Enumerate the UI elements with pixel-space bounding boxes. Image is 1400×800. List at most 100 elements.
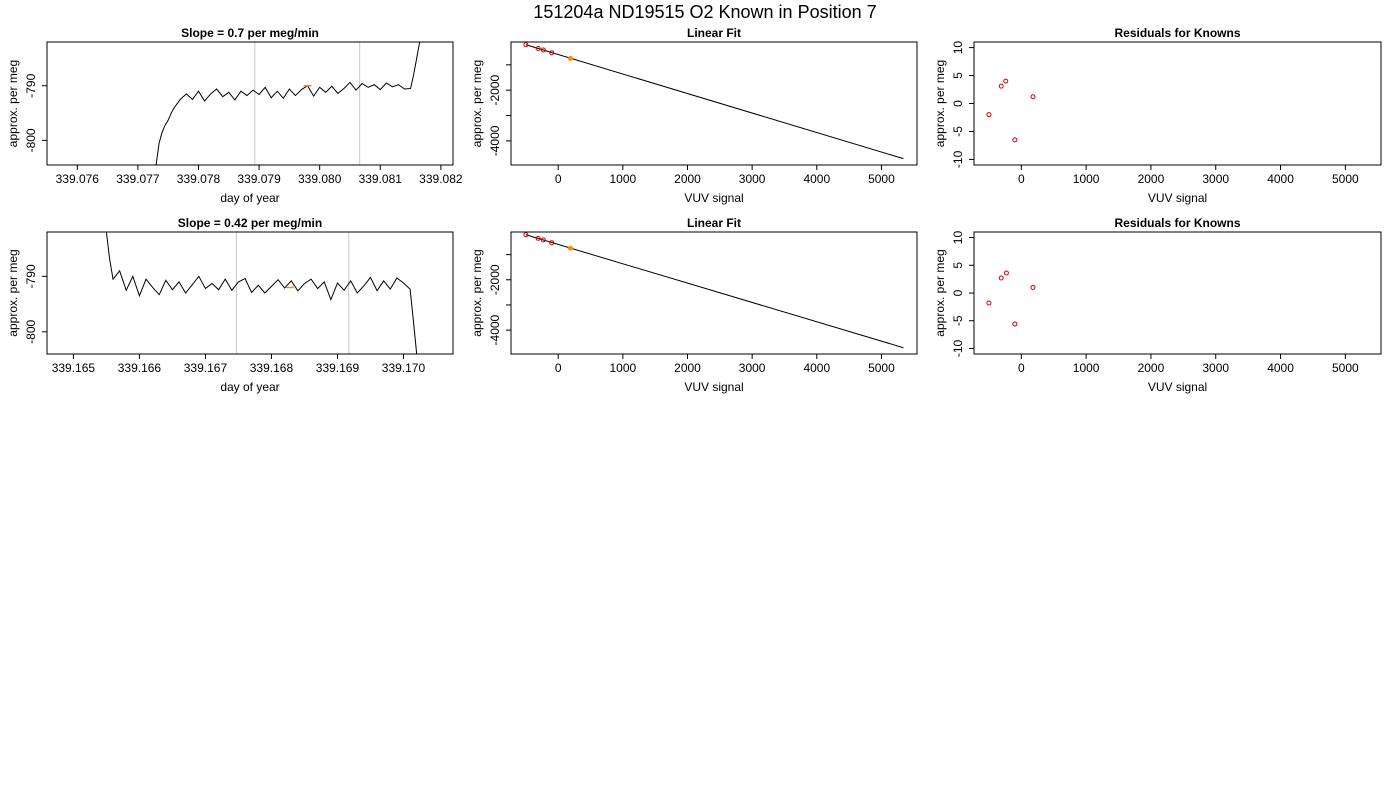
chart-3-title: Residuals for Knowns — [1114, 26, 1240, 40]
chart-4-xtick-label: 339.166 — [118, 361, 162, 375]
chart-6-point — [1003, 270, 1009, 276]
chart-4-plot-area — [105, 232, 418, 354]
chart-2-sample-point — [567, 55, 573, 61]
chart-3-ytick-label: -10 — [951, 150, 965, 168]
chart-5-plot-area — [523, 232, 904, 349]
chart-3-xtick-label: 2000 — [1138, 172, 1165, 186]
chart-1: Slope = 0.7 per meg/min 339.076 339.077 339… — [6, 26, 463, 205]
chart-4-xlabel: day of year — [220, 380, 279, 394]
chart-2-point — [549, 50, 555, 56]
chart-5-point — [549, 240, 555, 246]
chart-6-xtick-label: 1000 — [1073, 361, 1100, 375]
chart-6-point — [1030, 284, 1036, 290]
chart-2-ylabel: approx. per meg — [470, 60, 484, 147]
chart-4-xtick-label: 339.168 — [250, 361, 294, 375]
chart-5-ytick-label: -4000 — [488, 314, 502, 345]
chart-3-xtick-label: 0 — [1018, 172, 1025, 186]
chart-6-xtick-label: 4000 — [1267, 361, 1294, 375]
chart-2-frame — [510, 41, 918, 166]
chart-6: Residuals for Knowns 0 1000 2000 3000 4000 500… — [933, 216, 1382, 394]
chart-3-frame — [973, 41, 1382, 166]
chart-6-xlabel: VUV signal — [1148, 380, 1207, 394]
chart-6-point — [1012, 321, 1018, 327]
chart-2-title: Linear Fit — [687, 26, 741, 40]
chart-3-xtick-label: 5000 — [1332, 172, 1359, 186]
chart-6-point — [998, 275, 1004, 281]
chart-5-sample-point — [567, 245, 573, 251]
chart-6-ytick-label: -10 — [951, 339, 965, 357]
chart-2-xtick-label: 3000 — [739, 172, 766, 186]
chart-3-xtick-label: 3000 — [1202, 172, 1229, 186]
chart-2-xtick-label: 1000 — [609, 172, 636, 186]
chart-4-title: Slope = 0.42 per meg/min — [178, 216, 322, 230]
chart-2-xtick-label: 4000 — [803, 172, 830, 186]
chart-1-plot-area — [155, 42, 421, 165]
chart-5-xtick-label: 4000 — [803, 361, 830, 375]
chart-3-ytick-label: -5 — [951, 126, 965, 137]
chart-2-xtick-label: 0 — [555, 172, 562, 186]
chart-4-ytick-label: -800 — [24, 319, 38, 343]
chart-1-xtick-label: 339.082 — [419, 172, 463, 186]
chart-6-xtick-label: 3000 — [1202, 361, 1229, 375]
chart-3-xtick-label: 4000 — [1267, 172, 1294, 186]
chart-5-ylabel: approx. per meg — [470, 249, 484, 336]
chart-3-ylabel: approx. per meg — [933, 60, 947, 147]
chart-1-series-line — [155, 42, 421, 165]
chart-2-xtick-label: 2000 — [674, 172, 701, 186]
chart-5-frame — [510, 231, 918, 355]
chart-5-xtick-label: 2000 — [674, 361, 701, 375]
chart-6-plot-area — [986, 270, 1036, 327]
chart-6-xtick-label: 2000 — [1138, 361, 1165, 375]
chart-2-point — [540, 47, 546, 53]
chart-2-xlabel: VUV signal — [684, 191, 743, 205]
chart-6-point — [986, 300, 992, 306]
chart-2-xtick-label: 5000 — [868, 172, 895, 186]
chart-5-xtick-label: 3000 — [739, 361, 766, 375]
chart-5-xlabel: VUV signal — [684, 380, 743, 394]
chart-3-point — [1012, 137, 1018, 143]
chart-1-xtick-label: 339.076 — [56, 172, 100, 186]
panels-container: Slope = 0.7 per meg/min 339.076 339.077 339… — [6, 26, 1382, 394]
chart-2-ytick-label: -2000 — [488, 75, 502, 106]
chart-5-point — [523, 232, 529, 238]
chart-3-xtick-label: 1000 — [1073, 172, 1100, 186]
chart-3-point — [1030, 94, 1036, 100]
chart-6-ytick-label: 10 — [951, 231, 965, 245]
chart-4-series-line — [105, 232, 418, 354]
chart-6-title: Residuals for Knowns — [1114, 216, 1240, 230]
chart-3-ytick-label: 10 — [951, 41, 965, 55]
chart-1-xlabel: day of year — [220, 191, 279, 205]
chart-1-xtick-label: 339.080 — [298, 172, 342, 186]
chart-6-ytick-label: 0 — [951, 289, 965, 296]
chart-1-ylabel: approx. per meg — [6, 60, 20, 147]
chart-4: Slope = 0.42 per meg/min 339.165 339.166 33… — [6, 216, 454, 394]
chart-4-xtick-label: 339.169 — [316, 361, 360, 375]
chart-5-fit-line — [525, 234, 904, 349]
chart-2: Linear Fit 0 1000 2000 3000 4000 5000 VUV signa… — [470, 26, 918, 205]
chart-6-ylabel: approx. per meg — [933, 249, 947, 336]
chart-3: Residuals for Knowns 0 1000 2000 3000 4000 500… — [933, 26, 1382, 205]
chart-1-xtick-label: 339.079 — [237, 172, 281, 186]
chart-2-point — [523, 42, 529, 48]
chart-3-point — [1003, 78, 1009, 84]
chart-5: Linear Fit 0 1000 2000 3000 4000 5000 VUV signa… — [470, 216, 918, 394]
chart-5-ytick-label: -2000 — [488, 264, 502, 295]
chart-1-ytick-label: -790 — [24, 73, 38, 97]
chart-4-xtick-label: 339.170 — [382, 361, 426, 375]
chart-5-point — [535, 235, 541, 241]
chart-4-ylabel: approx. per meg — [6, 249, 20, 336]
chart-5-xtick-label: 1000 — [609, 361, 636, 375]
chart-3-point — [998, 83, 1004, 89]
chart-4-ytick-label: -790 — [24, 264, 38, 288]
chart-6-frame — [973, 231, 1382, 355]
chart-4-frame — [46, 231, 454, 355]
chart-2-point — [535, 45, 541, 51]
chart-2-ytick-label: -4000 — [488, 125, 502, 156]
chart-6-xtick-label: 5000 — [1332, 361, 1359, 375]
chart-1-xtick-label: 339.077 — [116, 172, 160, 186]
chart-3-plot-area — [986, 78, 1036, 143]
figure-title: 151204a ND19515 O2 Known in Position 7 — [533, 2, 876, 22]
chart-6-xtick-label: 0 — [1018, 361, 1025, 375]
chart-5-point — [540, 237, 546, 243]
